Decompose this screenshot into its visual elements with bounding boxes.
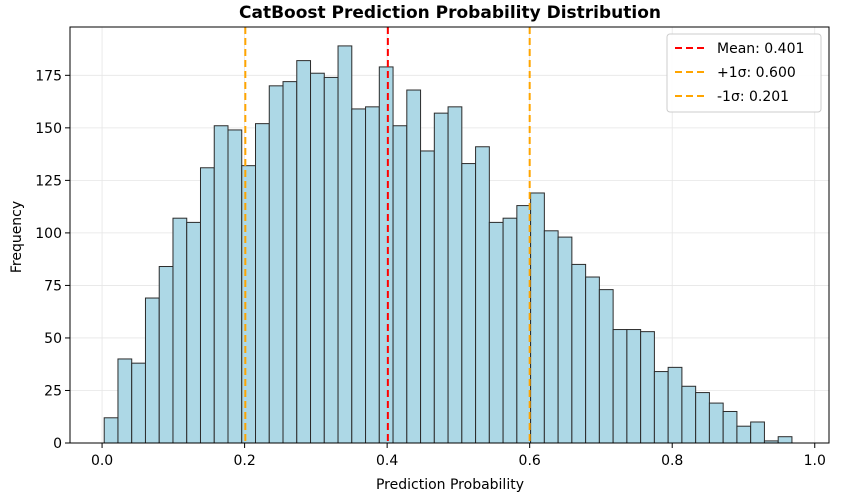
histogram-bar bbox=[296, 60, 312, 444]
histogram-bar bbox=[502, 217, 518, 444]
histogram-bar bbox=[653, 371, 669, 444]
x-tick-label: 1.0 bbox=[804, 453, 826, 469]
legend-label: -1σ: 0.201 bbox=[717, 89, 789, 105]
histogram-bar bbox=[612, 329, 628, 444]
histogram-bar bbox=[598, 289, 614, 444]
histogram-bar bbox=[255, 123, 270, 444]
x-tick-label: 0.4 bbox=[376, 453, 398, 469]
y-tick-label: 25 bbox=[44, 383, 62, 399]
histogram-bar bbox=[475, 146, 490, 444]
histogram-bar bbox=[337, 45, 353, 444]
histogram-bar bbox=[158, 266, 174, 444]
x-axis-label: Prediction Probability bbox=[376, 477, 524, 493]
histogram-bar bbox=[227, 129, 243, 444]
histogram-bar bbox=[667, 366, 683, 444]
histogram-bar bbox=[144, 297, 160, 444]
x-axis-ticks: 0.0 0.2 0.4 0.6 0.8 1.0 bbox=[91, 443, 826, 469]
histogram-bar bbox=[365, 106, 380, 444]
histogram-bar bbox=[543, 230, 559, 444]
histogram-bar bbox=[213, 125, 229, 444]
histogram-bar bbox=[516, 205, 532, 444]
x-tick-label: 0.2 bbox=[233, 453, 255, 469]
histogram-bar bbox=[282, 81, 298, 444]
plot-frame bbox=[69, 26, 830, 444]
histogram-bar bbox=[530, 192, 545, 444]
histogram-bar bbox=[186, 221, 201, 444]
histogram-bar bbox=[722, 410, 738, 444]
y-axis-ticks: 0 25 50 75 100 125 150 175 bbox=[35, 68, 70, 452]
histogram-bars bbox=[103, 45, 793, 444]
y-tick-label: 75 bbox=[44, 278, 62, 294]
x-tick-label: 0.6 bbox=[519, 453, 541, 469]
y-tick-label: 100 bbox=[35, 226, 62, 242]
histogram-bar bbox=[241, 165, 257, 444]
histogram-bar bbox=[585, 276, 600, 444]
histogram-bar bbox=[103, 417, 119, 444]
histogram-bar bbox=[310, 72, 325, 444]
histogram-bar bbox=[406, 89, 422, 444]
y-tick-label: 0 bbox=[53, 436, 62, 452]
x-tick-label: 0.0 bbox=[91, 453, 113, 469]
y-tick-label: 150 bbox=[35, 121, 62, 137]
histogram-bar bbox=[461, 163, 477, 444]
histogram-bar bbox=[323, 76, 339, 444]
histogram-bar bbox=[626, 329, 642, 444]
histogram-bar bbox=[488, 221, 504, 444]
legend-label: +1σ: 0.600 bbox=[717, 65, 796, 81]
histogram-bar bbox=[750, 421, 765, 444]
histogram-bar bbox=[736, 425, 752, 444]
histogram-bar bbox=[695, 392, 710, 444]
histogram-bar bbox=[681, 385, 697, 444]
histogram-bar bbox=[447, 106, 463, 444]
y-tick-label: 175 bbox=[35, 68, 62, 84]
y-axis-label: Frequency bbox=[9, 201, 25, 273]
reference-lines bbox=[244, 27, 531, 443]
histogram-bar bbox=[571, 263, 587, 444]
histogram-bar bbox=[117, 358, 133, 444]
x-tick-label: 0.8 bbox=[661, 453, 683, 469]
histogram-bar bbox=[433, 112, 449, 444]
histogram-bar bbox=[172, 217, 188, 444]
histogram-bar bbox=[557, 236, 573, 444]
histogram-bar bbox=[392, 125, 408, 444]
histogram-bar bbox=[199, 167, 215, 444]
histogram-bar bbox=[268, 85, 284, 444]
histogram-bar bbox=[708, 402, 724, 444]
histogram-bar bbox=[378, 66, 394, 444]
legend-box bbox=[666, 33, 822, 113]
histogram-bar bbox=[131, 362, 146, 444]
y-tick-label: 50 bbox=[44, 331, 62, 347]
legend-label: Mean: 0.401 bbox=[717, 41, 804, 57]
histogram-bar bbox=[351, 108, 367, 444]
y-tick-label: 125 bbox=[35, 173, 62, 189]
histogram-bar bbox=[777, 436, 793, 444]
chart-title: CatBoost Prediction Probability Distribu… bbox=[239, 3, 661, 23]
histogram-bar bbox=[640, 331, 655, 444]
legend: Mean: 0.401 +1σ: 0.600 -1σ: 0.201 bbox=[666, 33, 822, 113]
histogram-bar bbox=[420, 150, 435, 444]
